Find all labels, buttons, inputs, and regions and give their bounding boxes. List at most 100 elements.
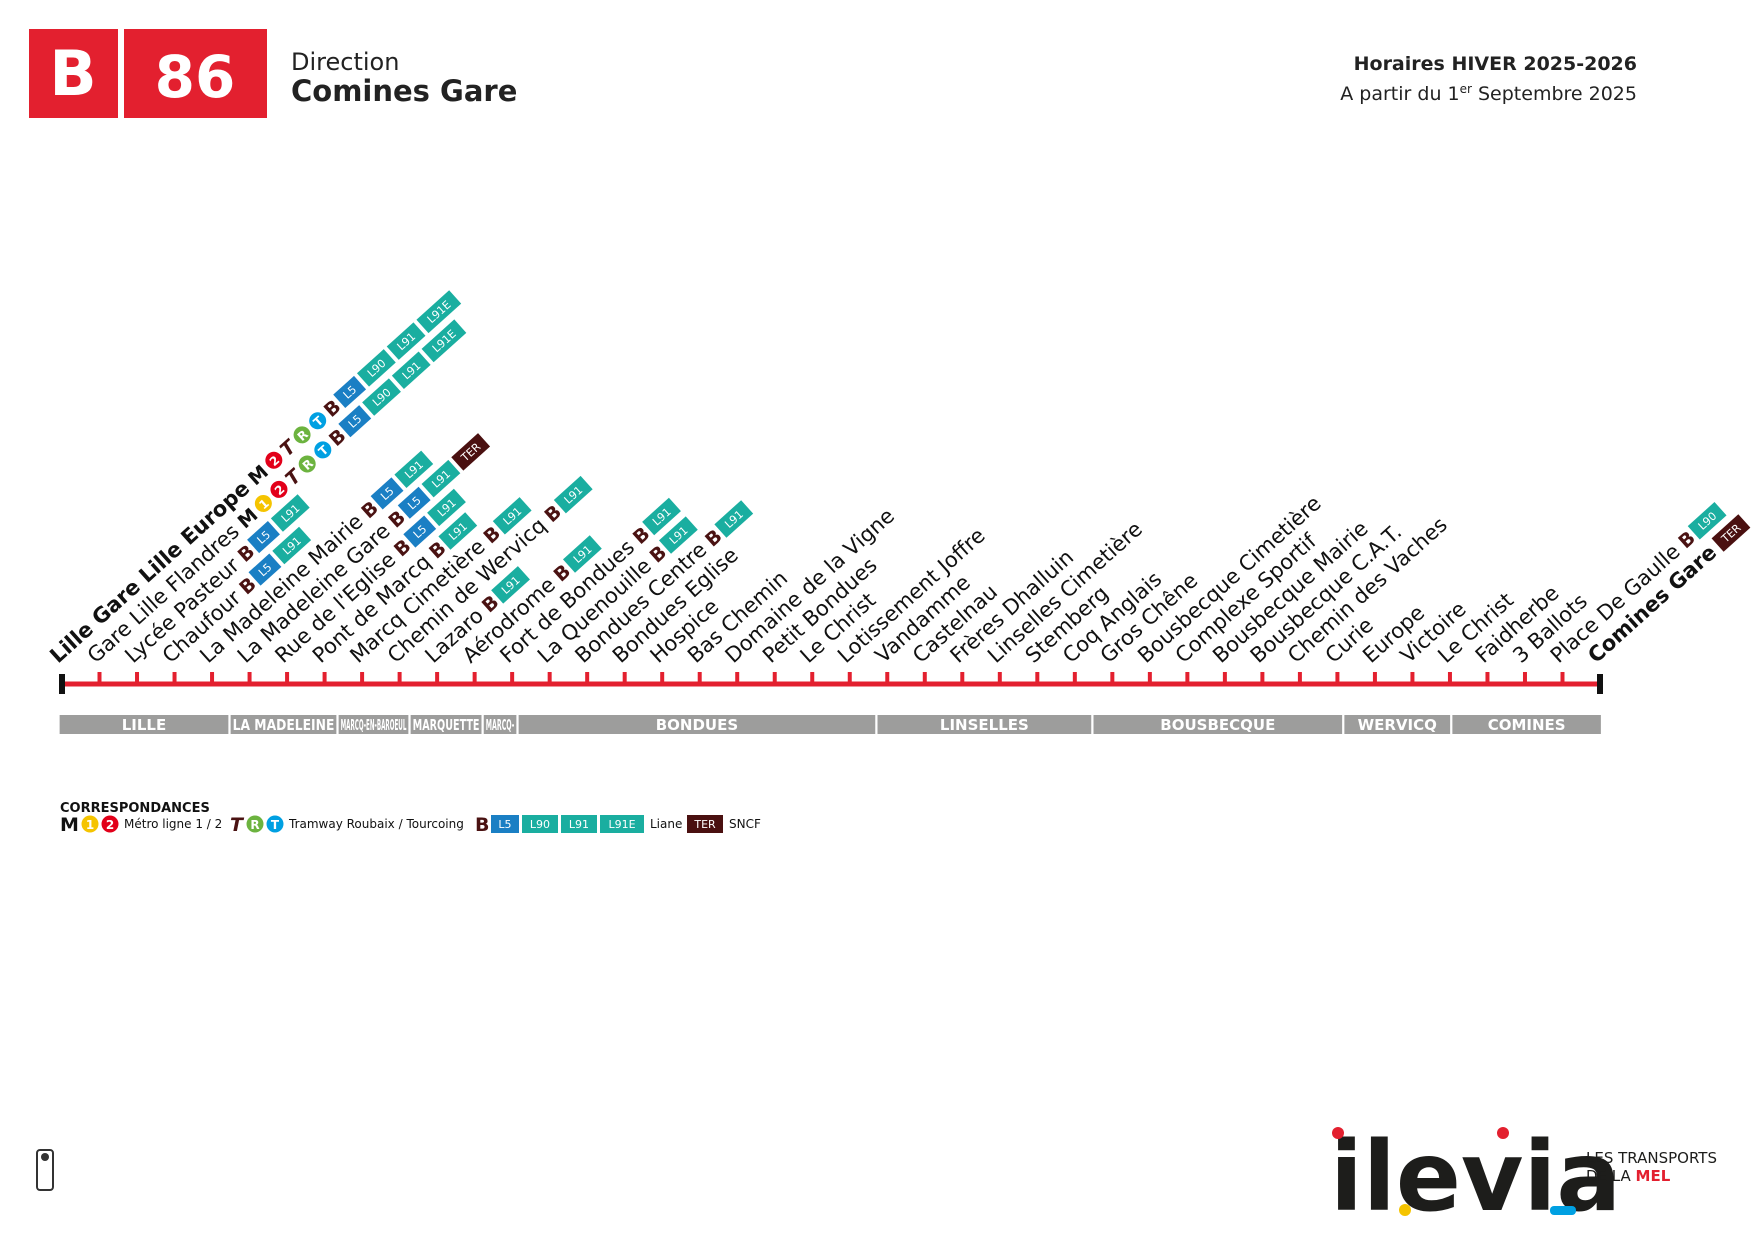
connection-badge: 1 — [81, 815, 99, 833]
badge-letter: M — [60, 814, 79, 836]
zone-name: LINSELLES — [940, 716, 1029, 734]
start-prefix: A partir du 1 — [1340, 83, 1459, 105]
badge-box — [553, 475, 593, 514]
logo-dot — [1497, 1127, 1509, 1139]
connection-badge: L91 — [394, 450, 434, 489]
badge-box — [1711, 514, 1751, 552]
tagline-part: DE LA — [1586, 1167, 1631, 1185]
badge-circle — [314, 441, 332, 459]
badge-box — [386, 322, 426, 360]
badge-box — [270, 494, 310, 532]
zone-bar — [230, 715, 337, 734]
legend-item: T R T Tramway Roubaix / Tourcoing — [230, 814, 464, 836]
connection-badge: T — [309, 412, 327, 429]
badge-box — [438, 512, 478, 550]
connection-badge: T — [314, 441, 332, 459]
logo-dot — [1550, 1206, 1576, 1215]
badge-box — [362, 378, 401, 416]
zone-name: COMINES — [1488, 716, 1566, 734]
zone-bar — [1452, 715, 1601, 734]
connection-badge: TER — [451, 433, 491, 471]
legend-title: CORRESPONDANCES — [60, 801, 210, 816]
connection-badge: L91E — [600, 815, 644, 833]
badge-box — [687, 815, 723, 833]
badge-box — [491, 566, 530, 604]
connection-badge: L5 — [403, 515, 437, 548]
badge-box — [491, 815, 519, 833]
zone-bar — [1093, 715, 1343, 734]
connection-badge: M — [60, 814, 79, 836]
connection-badge: 1 — [254, 494, 272, 512]
connection-badge: L90 — [1687, 502, 1727, 540]
footer-icons — [36, 1149, 54, 1191]
badge-box — [658, 516, 698, 554]
connection-badge: L91 — [561, 815, 597, 833]
zone-name: MARQUETTE — [413, 716, 480, 734]
badge-box — [272, 526, 312, 565]
tagline-part: MEL — [1636, 1167, 1671, 1185]
connection-badge: L91 — [438, 512, 478, 550]
badge-box — [421, 459, 461, 498]
connection-badge: L5 — [491, 815, 519, 833]
connection-badge: TER — [687, 815, 723, 833]
legend-label: SNCF — [729, 817, 761, 831]
connection-badge: L91 — [491, 566, 530, 604]
tagline: LES TRANSPORTS — [1586, 1149, 1717, 1167]
logo-dot — [1399, 1204, 1411, 1216]
badge-box — [356, 349, 396, 387]
badge-circle — [265, 451, 283, 469]
badge-box — [391, 351, 431, 390]
connection-badge: L91 — [658, 516, 698, 554]
start-sup: er — [1460, 82, 1472, 96]
zone-bar — [59, 715, 229, 734]
badge-box — [403, 515, 437, 548]
badge-box — [394, 450, 434, 489]
badge-text: T — [271, 818, 280, 832]
zone-bar — [338, 715, 409, 734]
logo-dot — [1332, 1127, 1344, 1139]
terminus-mark — [1597, 674, 1603, 694]
connection-badge: 2 — [101, 815, 119, 833]
connection-badge: L91 — [421, 459, 461, 498]
badge-box — [642, 497, 681, 536]
badge-letter: B — [475, 814, 489, 836]
logo-word: ilevia — [1330, 1121, 1621, 1233]
zone-bar — [877, 715, 1092, 734]
connection-badge: L90 — [356, 349, 396, 387]
zone-name: LA MADELEINE — [233, 716, 335, 734]
badge-circle — [101, 815, 119, 833]
legend-label: Tramway Roubaix / Tourcoing — [288, 817, 464, 831]
badge-circle — [266, 815, 284, 833]
connection-badge: L5 — [397, 486, 431, 519]
badge-text: TER — [693, 818, 716, 831]
zone-bar — [1344, 715, 1451, 734]
destination: Comines Gare — [291, 74, 517, 108]
badge-box — [247, 521, 280, 554]
connection-badge: L5 — [370, 477, 404, 510]
badge-box — [421, 319, 467, 363]
badge-box — [522, 815, 558, 833]
connection-badge: L91 — [270, 494, 310, 532]
badge-box — [714, 500, 754, 538]
badge-box — [562, 535, 602, 573]
connection-badge: L5 — [247, 521, 280, 554]
badge-box — [1687, 502, 1727, 540]
badge-box — [427, 488, 466, 527]
badge-text: L90 — [530, 818, 550, 831]
badge-circle — [254, 494, 272, 512]
connection-badge: L91 — [272, 526, 312, 565]
season: Horaires HIVER 2025-2026 — [1354, 53, 1637, 75]
zone-name: LILLE — [122, 716, 167, 734]
legend-item: TER SNCF — [687, 815, 761, 833]
badge-box — [370, 477, 404, 510]
connection-badge: L5 — [248, 553, 282, 586]
zone-name: BONDUES — [656, 716, 738, 734]
connection-badge: L91 — [391, 351, 431, 390]
zone-name: BOUSBECQUE — [1160, 716, 1275, 734]
badge-text: L91 — [569, 818, 589, 831]
badge-box — [561, 815, 597, 833]
connection-badge: R — [298, 455, 316, 473]
legend-item: B L5 L90 L91 L91E Liane — [475, 814, 682, 836]
